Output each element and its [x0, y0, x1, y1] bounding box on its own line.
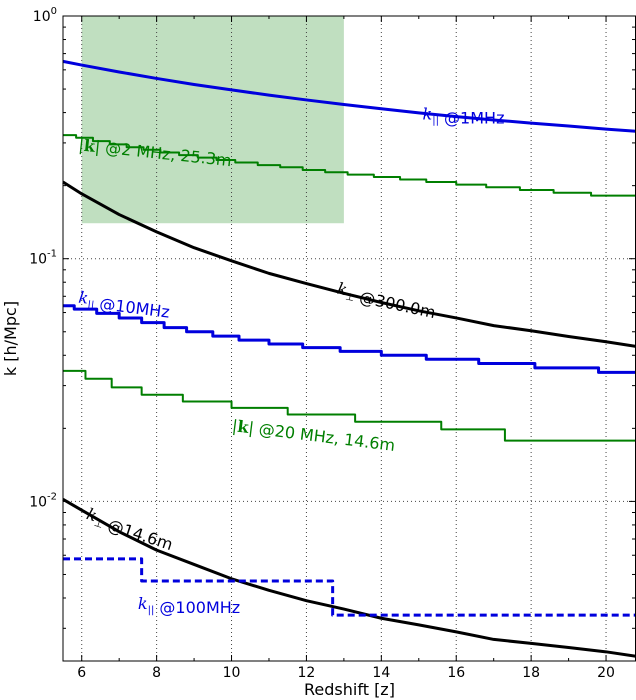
series-line-1	[63, 134, 636, 199]
x-axis-label: Redshift [z]	[304, 680, 395, 699]
y-tick-label: 100	[33, 6, 57, 25]
tick-layer: 6 8 10 12 14 16 18 20 100 10-1 10-2	[29, 6, 635, 681]
x-tick-label: 6	[77, 665, 86, 681]
x-tick-label: 16	[447, 665, 465, 681]
annotation-5: k⊥ @14.6m	[83, 504, 176, 554]
series-line-0	[62, 59, 636, 133]
y-tick-label: 10-1	[29, 249, 57, 268]
series-line-4	[63, 369, 636, 442]
series-line-3	[63, 304, 636, 374]
x-tick-label: 12	[298, 665, 316, 681]
y-axis-label: k [h/Mpc]	[1, 301, 20, 376]
x-tick-label: 18	[522, 665, 540, 681]
series-line-5	[62, 498, 636, 658]
annotation-6: k|| @100MHz	[138, 594, 240, 617]
shaded-region	[81, 16, 344, 224]
x-tick-label: 10	[223, 665, 241, 681]
shade-layer	[81, 16, 344, 224]
annotation-2: k⊥ @300.0m	[335, 279, 438, 322]
series-line-2	[62, 180, 636, 348]
series-layer	[62, 59, 636, 658]
y-tick-label: 10-2	[29, 491, 57, 510]
series-line-6	[63, 557, 636, 617]
x-tick-label: 8	[152, 665, 161, 681]
x-tick-label: 20	[597, 665, 615, 681]
annotation-0: k|| @1MHz	[423, 104, 505, 127]
x-tick-label: 14	[372, 665, 390, 681]
